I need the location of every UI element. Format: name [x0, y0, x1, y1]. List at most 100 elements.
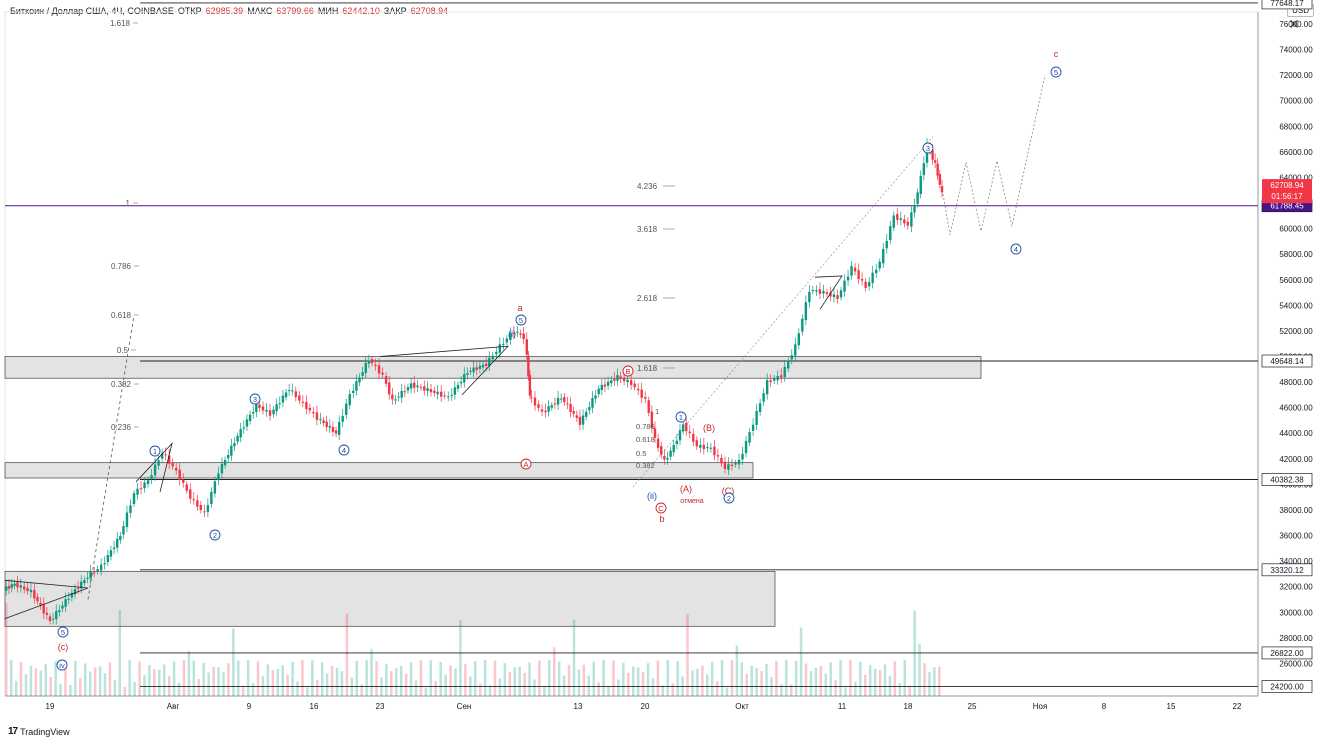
candle-body: [616, 375, 619, 381]
candle-body: [64, 599, 67, 607]
candle-body: [591, 397, 594, 408]
candle-body: [776, 375, 779, 381]
volume-bar: [207, 672, 210, 696]
x-tick-label: 19: [46, 702, 55, 711]
wave-label: 1: [679, 413, 683, 422]
fib-retracement-label: 0.786: [636, 422, 655, 431]
volume-bar: [661, 685, 665, 696]
volume-bar: [197, 679, 201, 696]
candle-body: [5, 586, 8, 591]
volume-bar: [19, 662, 23, 696]
volume-bar: [715, 681, 719, 696]
candle-body: [525, 339, 528, 355]
volume-bar: [552, 647, 556, 696]
volume-bar: [59, 683, 62, 696]
candle-body: [374, 364, 377, 366]
volume-bar: [301, 660, 304, 696]
candle-body: [361, 372, 364, 376]
candle-body: [633, 383, 636, 388]
candle-body: [453, 387, 457, 395]
y-tick-label: 38000.00: [1279, 506, 1313, 515]
candle-body: [325, 421, 328, 427]
volume-bar: [706, 674, 709, 696]
candle-body: [853, 267, 857, 272]
candle-body: [284, 392, 288, 398]
volume-bar: [14, 680, 18, 696]
candle-body: [189, 489, 192, 499]
candle-body: [261, 406, 265, 411]
candle-body: [919, 175, 922, 195]
volume-bar: [474, 661, 477, 696]
candle-body: [83, 580, 86, 584]
volume-bar: [29, 665, 33, 696]
volume-bar: [118, 610, 122, 696]
wave-label: B: [625, 367, 630, 376]
volume-bar: [464, 664, 467, 696]
candle-body: [106, 555, 110, 563]
candle-body: [55, 611, 58, 620]
volume-bar: [498, 678, 502, 696]
candle-body: [685, 422, 688, 432]
candle-body: [678, 429, 682, 441]
candle-body: [226, 454, 230, 459]
candle-body: [469, 370, 472, 372]
candle-body: [146, 480, 150, 485]
candle-body: [544, 410, 547, 413]
volume-bar: [232, 628, 235, 696]
candle-body: [737, 459, 741, 465]
candle-body: [466, 373, 469, 375]
volume-bar: [794, 660, 798, 696]
cancel-annotation: отмена: [680, 498, 704, 505]
chart-header: Биткоин / Доллар США, 4Ч, COINBASE ОТКР 6…: [10, 4, 448, 18]
x-tick-label: Авг: [167, 702, 180, 711]
volume-bar: [83, 663, 87, 696]
volume-bar: [567, 664, 571, 696]
volume-bar: [607, 686, 610, 696]
candle-body: [783, 366, 786, 378]
wave-label: (C): [722, 486, 735, 496]
volume-bar: [202, 662, 205, 696]
candle-body: [864, 281, 867, 288]
candle-body: [472, 367, 475, 373]
x-tick-label: 18: [904, 702, 913, 711]
candle-body: [89, 571, 92, 579]
candle-body: [171, 462, 174, 467]
volume-bar: [345, 613, 349, 696]
x-tick-label: 16: [310, 702, 319, 711]
candle-body: [622, 377, 626, 382]
candle-body: [10, 584, 14, 588]
volume-bar: [636, 667, 640, 696]
volume-bar: [622, 662, 625, 696]
volume-bar: [5, 603, 8, 696]
volume-bar: [281, 665, 284, 696]
volume-bar: [696, 668, 699, 696]
candle-body: [663, 455, 666, 460]
volume-bar: [291, 661, 294, 696]
close-icon[interactable]: ✕: [1288, 16, 1300, 32]
volume-bar: [138, 661, 141, 696]
volume-bar: [44, 663, 47, 696]
volume-bar: [873, 668, 877, 696]
candle-body: [629, 380, 633, 385]
close-value: 62708.94: [410, 6, 449, 16]
y-tick-label: 52000.00: [1279, 327, 1313, 336]
candle-body: [723, 461, 727, 469]
volume-bar: [34, 668, 38, 696]
volume-bar: [69, 684, 72, 696]
candle-body: [797, 333, 801, 346]
volume-bar: [572, 619, 576, 696]
candle-body: [450, 395, 453, 397]
level-tag-label: 24200.00: [1270, 682, 1304, 691]
candle-body: [13, 583, 16, 586]
volume-bar: [404, 673, 408, 696]
wave-label: 5: [1054, 68, 1058, 77]
level-tag-label: 33320.12: [1270, 566, 1304, 575]
candle-body: [291, 390, 294, 392]
candle-body: [278, 403, 281, 405]
candle-body: [913, 205, 916, 213]
wave-label: A: [523, 460, 528, 469]
candle-body: [26, 587, 29, 592]
candle-body: [103, 563, 106, 565]
candle-body: [780, 375, 783, 378]
